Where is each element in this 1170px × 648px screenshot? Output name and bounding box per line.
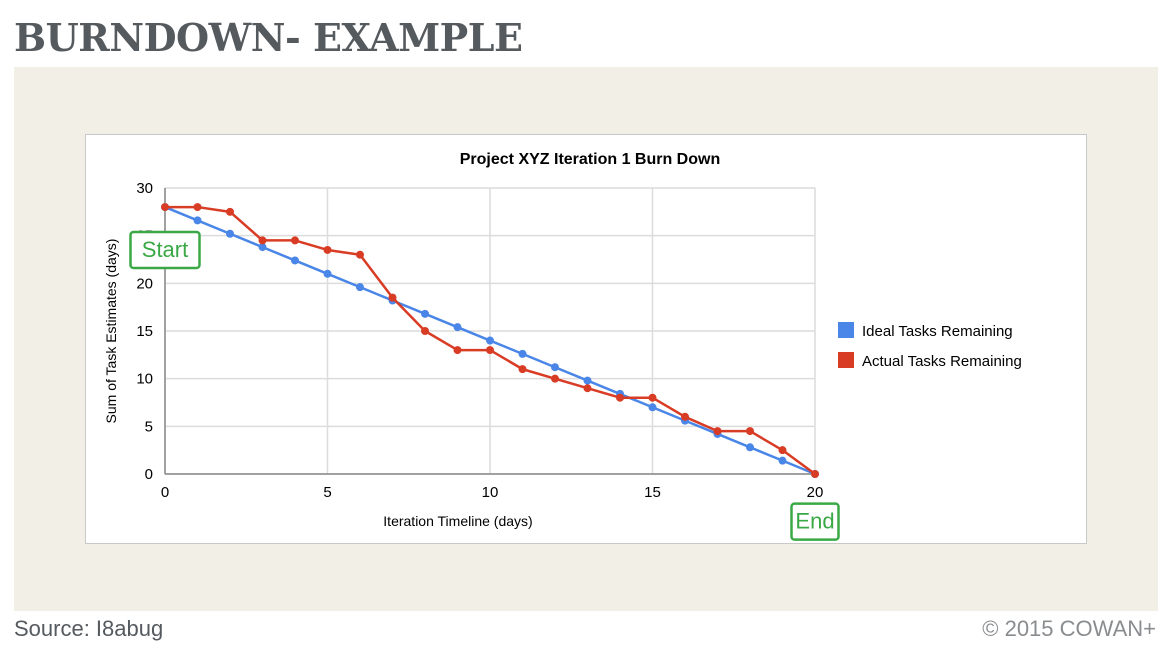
data-point-ideal <box>648 403 657 412</box>
data-point-actual <box>551 374 559 383</box>
data-point-actual <box>713 427 722 436</box>
data-point-ideal <box>323 269 332 278</box>
x-tick-label: 20 <box>807 484 824 501</box>
data-point-actual <box>746 427 754 436</box>
y-tick-label: 30 <box>136 180 153 197</box>
y-tick-label: 10 <box>136 371 153 388</box>
data-point-ideal <box>486 336 494 345</box>
x-tick-label: 15 <box>644 484 661 501</box>
data-point-ideal <box>421 309 429 318</box>
data-point-actual <box>616 393 624 402</box>
data-point-ideal <box>193 216 202 225</box>
y-tick-label: 15 <box>136 323 153 340</box>
annotation-box <box>129 230 201 270</box>
y-tick-label: 20 <box>136 275 153 292</box>
data-point-actual <box>226 207 234 216</box>
chart-title: Project XYZ Iteration 1 Burn Down <box>460 151 720 168</box>
data-point-ideal <box>551 363 559 372</box>
y-tick-label: 5 <box>145 418 153 435</box>
series-lines <box>161 203 819 478</box>
data-point-actual <box>258 236 267 245</box>
y-axis-label: Sum of Task Estimates (days) <box>103 239 119 424</box>
legend-swatch <box>838 322 854 338</box>
data-point-ideal <box>583 376 592 385</box>
chart-card: 05101520253005101520 Project XYZ Iterati… <box>85 134 1087 544</box>
legend: Ideal Tasks Remaining Actual Tasks Remain… <box>838 322 1022 370</box>
annotation-label: Start <box>142 237 188 262</box>
data-point-actual <box>161 203 169 212</box>
x-tick-label: 5 <box>323 484 331 501</box>
copyright-caption: © 2015 COWAN+ <box>982 616 1156 641</box>
data-point-actual <box>486 346 494 355</box>
data-point-ideal <box>356 283 364 292</box>
data-point-actual <box>648 393 657 402</box>
legend-entry: Actual Tasks Remaining <box>862 353 1022 370</box>
data-point-ideal <box>746 443 754 452</box>
x-axis-label: Iteration Timeline (days) <box>383 513 532 529</box>
annotation-box <box>790 502 840 541</box>
data-point-actual <box>811 470 819 478</box>
legend-entry: Ideal Tasks Remaining <box>862 323 1013 340</box>
annotations: Start End <box>129 230 840 541</box>
source-caption: Source: I8abug <box>14 616 164 641</box>
data-point-actual <box>356 250 364 259</box>
data-point-ideal <box>291 256 299 265</box>
data-point-actual <box>291 236 299 245</box>
data-point-actual <box>453 346 462 355</box>
data-point-ideal <box>453 323 462 332</box>
burndown-chart: 05101520253005101520 Project XYZ Iterati… <box>103 151 1022 541</box>
data-point-ideal <box>518 349 527 358</box>
annotation-label: End <box>795 509 834 534</box>
slide-title: BURNDOWN- EXAMPLE <box>14 15 523 60</box>
y-tick-label: 0 <box>145 466 153 483</box>
data-point-actual <box>421 327 429 335</box>
data-point-ideal <box>778 456 787 465</box>
data-point-actual <box>778 446 787 455</box>
data-point-ideal <box>258 243 267 252</box>
data-point-actual <box>388 293 397 302</box>
legend-swatch <box>838 352 854 368</box>
data-point-actual <box>681 412 689 421</box>
data-point-ideal <box>226 229 234 238</box>
data-point-actual <box>518 365 527 374</box>
data-point-actual <box>323 245 332 254</box>
x-tick-label: 10 <box>482 484 499 501</box>
data-point-actual <box>193 203 202 212</box>
data-point-actual <box>583 384 592 393</box>
x-tick-label: 0 <box>161 484 169 501</box>
